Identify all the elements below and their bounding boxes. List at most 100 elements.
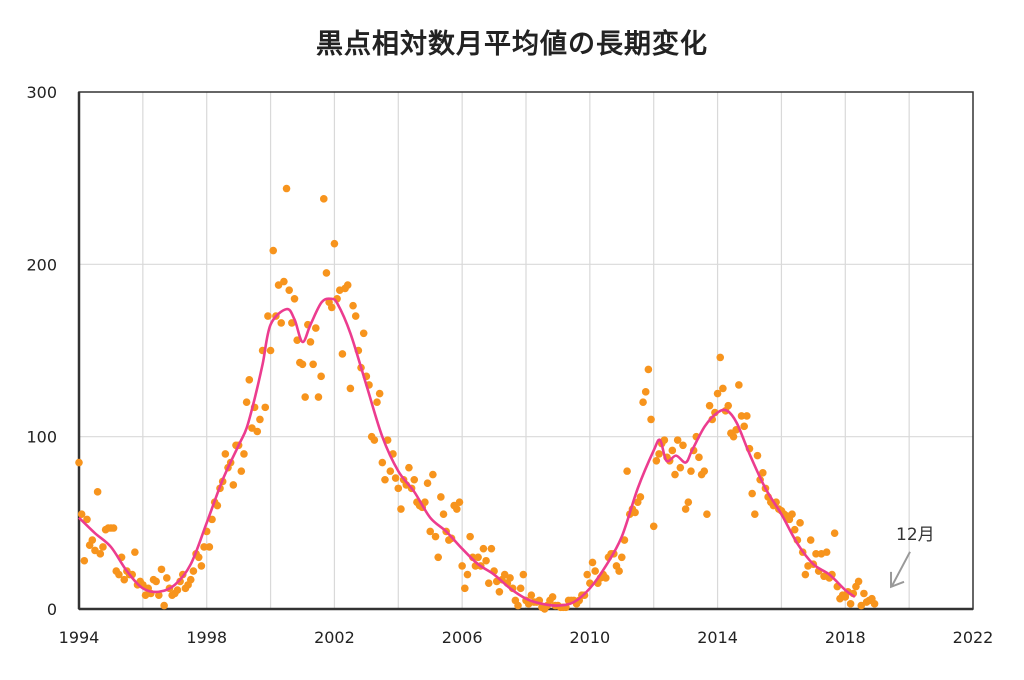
data-point [463, 570, 472, 579]
data-point [349, 301, 357, 310]
data-point [806, 536, 815, 544]
arrowhead-icon [890, 571, 905, 589]
data-point [588, 558, 597, 567]
data-point [740, 422, 748, 431]
data-point [506, 574, 514, 582]
data-point [636, 493, 645, 501]
data-point [748, 489, 756, 498]
data-point [514, 601, 522, 610]
data-point [343, 281, 352, 289]
data-point [455, 498, 464, 506]
data-point [458, 562, 466, 570]
data-point [155, 591, 163, 600]
annotation-arrow [891, 551, 911, 587]
data-point [830, 529, 839, 537]
x-tick-label: 2018 [825, 628, 866, 647]
data-point [548, 593, 557, 601]
data-point [266, 346, 275, 355]
data-point [197, 562, 206, 570]
x-tick-label: 2002 [314, 628, 355, 647]
data-point [453, 505, 461, 513]
data-point [370, 436, 379, 444]
data-point [516, 584, 525, 593]
data-point [131, 548, 139, 556]
data-point [801, 570, 810, 579]
data-point [237, 467, 246, 475]
y-tick-label: 100 [26, 428, 57, 447]
data-point [77, 510, 86, 519]
data-point [751, 510, 759, 519]
data-point [870, 600, 879, 608]
data-point [75, 458, 83, 467]
data-point [256, 415, 264, 424]
data-point [253, 427, 262, 436]
data-point [346, 384, 355, 393]
data-point [679, 441, 687, 450]
data-point [163, 574, 171, 582]
data-point [99, 543, 107, 551]
data-point [375, 389, 384, 398]
data-point [160, 601, 168, 610]
data-point [735, 381, 743, 389]
data-point [242, 398, 251, 407]
data-point [474, 553, 482, 562]
data-point [724, 401, 733, 410]
data-point [437, 493, 445, 501]
data-point [602, 574, 610, 582]
data-point [426, 527, 435, 536]
data-point [314, 393, 323, 401]
data-point [700, 467, 709, 475]
data-point [93, 488, 102, 496]
data-point [681, 505, 690, 513]
data-point [671, 470, 679, 479]
data-point [327, 303, 336, 312]
data-point [796, 519, 804, 527]
data-point [854, 577, 863, 586]
data-point [405, 463, 413, 472]
data-point [743, 412, 751, 420]
data-point [120, 575, 129, 584]
data-point [306, 338, 315, 346]
data-point [822, 548, 831, 556]
data-point [753, 451, 762, 460]
data-point [115, 570, 123, 579]
data-point [309, 360, 317, 369]
data-point [205, 543, 214, 551]
x-tick-label: 1994 [59, 628, 100, 647]
data-point [200, 543, 208, 551]
data-point [812, 550, 820, 558]
data-point [719, 384, 727, 393]
data-point [351, 312, 360, 320]
data-point [668, 446, 677, 455]
y-tick-label: 0 [47, 600, 57, 619]
data-point [157, 565, 166, 574]
data-point [687, 467, 695, 475]
y-tick-label: 200 [26, 255, 57, 274]
chart-title: 黒点相対数月平均値の長期変化 [316, 29, 708, 60]
data-point [88, 536, 97, 544]
data-point [229, 481, 238, 489]
data-point [439, 510, 448, 519]
data-point [280, 277, 288, 286]
data-point [189, 567, 198, 575]
data-point [285, 286, 293, 294]
data-point [298, 360, 307, 369]
x-tick-label: 2010 [569, 628, 610, 647]
data-point [359, 329, 368, 338]
data-point [423, 479, 432, 487]
data-point [301, 393, 309, 401]
data-point [194, 553, 203, 562]
data-point [623, 467, 631, 475]
data-point [639, 398, 647, 407]
data-point [386, 467, 395, 475]
data-point [660, 436, 669, 444]
data-point [109, 524, 118, 532]
data-point [737, 412, 746, 420]
x-tick-label: 2022 [953, 628, 994, 647]
data-point [80, 556, 89, 565]
data-point [655, 450, 663, 458]
data-point [615, 567, 623, 575]
data-point [716, 353, 725, 362]
data-point [261, 403, 270, 412]
data-point [312, 324, 320, 332]
